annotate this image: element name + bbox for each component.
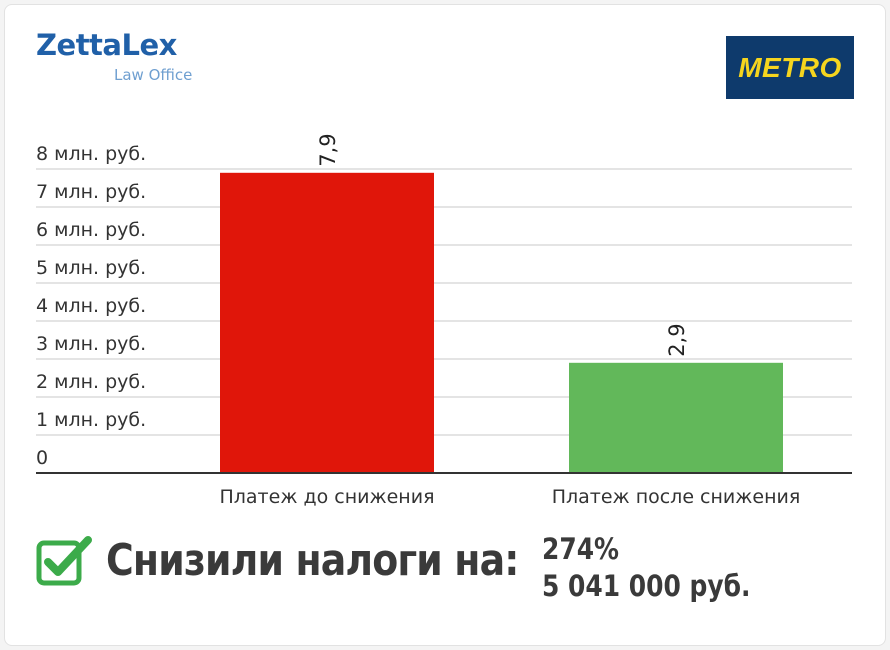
x-category-label: Платеж после снижения (552, 486, 801, 508)
metro-logo: METRO (726, 36, 854, 99)
result-values: 274% 5 041 000 руб. (542, 531, 751, 605)
brand-logo: ZettaLex Law Office (36, 28, 192, 84)
infographic-card (4, 4, 886, 646)
brand-name: ZettaLex (36, 28, 177, 62)
y-tick-label: 2 млн. руб. (36, 371, 146, 393)
bar (220, 172, 434, 474)
bar (569, 362, 783, 473)
y-tick-label: 8 млн. руб. (36, 143, 146, 165)
y-tick-label: 4 млн. руб. (36, 295, 146, 317)
y-tick-label: 7 млн. руб. (36, 181, 146, 203)
y-tick-label: 0 (36, 447, 48, 469)
y-tick-label: 3 млн. руб. (36, 333, 146, 355)
result-amount: 5 041 000 руб. (542, 569, 751, 603)
y-tick-label: 6 млн. руб. (36, 219, 146, 241)
brand-subtitle: Law Office (114, 66, 193, 84)
bar-value-label: 7,9 (316, 133, 340, 166)
y-tick-label: 1 млн. руб. (36, 409, 146, 431)
x-category-label: Платеж до снижения (219, 486, 434, 508)
checkmark-icon (36, 535, 92, 585)
y-tick-label: 5 млн. руб. (36, 257, 146, 279)
result-banner: Снизили налоги на: (36, 535, 586, 586)
result-title: Снизили налоги на: (106, 535, 519, 586)
result-percent: 274% (542, 532, 620, 566)
metro-logo-text: METRO (738, 51, 842, 83)
bar-value-label: 2,9 (665, 323, 689, 356)
